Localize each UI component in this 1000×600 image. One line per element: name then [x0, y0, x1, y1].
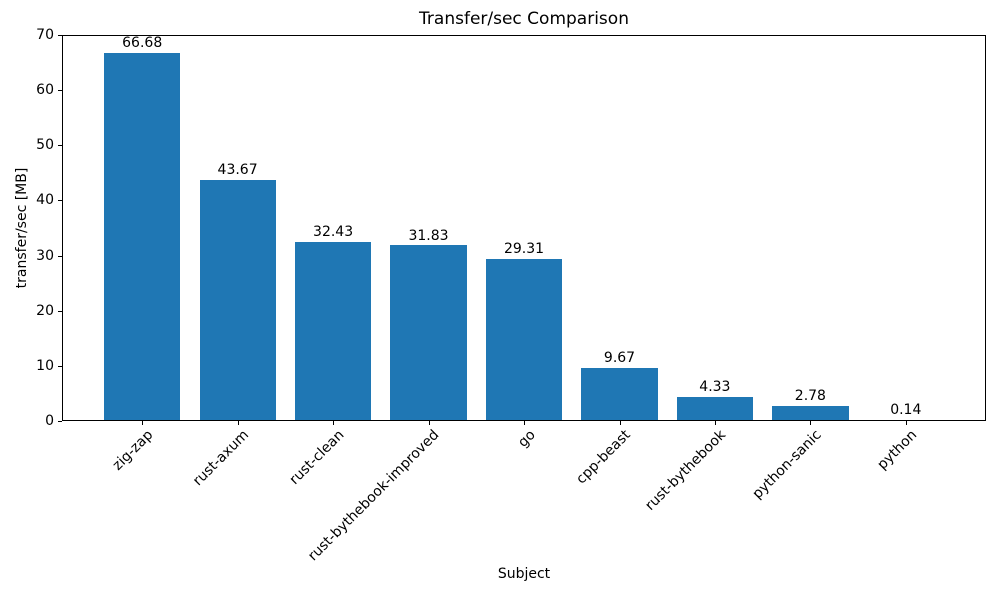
- y-tick-label: 20: [36, 302, 54, 319]
- bar-value-label: 32.43: [313, 224, 354, 241]
- x-tick-mark: [714, 421, 716, 425]
- bar-value-label: 31.83: [408, 227, 449, 244]
- x-tick-mark: [619, 421, 621, 425]
- chart-title: Transfer/sec Comparison: [419, 9, 629, 29]
- x-tick-mark: [142, 421, 144, 425]
- y-tick-mark: [58, 310, 62, 312]
- bar-go: [485, 259, 563, 421]
- y-tick-label: 10: [36, 357, 54, 374]
- bar-rust-clean: [294, 242, 372, 421]
- bar-value-label: 43.67: [217, 162, 258, 179]
- y-tick-label: 30: [36, 247, 54, 264]
- y-tick-mark: [58, 35, 62, 36]
- bar-rust-axum: [199, 180, 276, 421]
- x-tick-mark: [810, 421, 812, 425]
- x-tick-label-text: go: [514, 427, 539, 451]
- x-tick-label-text: zig-zap: [109, 427, 157, 474]
- x-tick-label-text: rust-clean: [286, 427, 348, 488]
- y-tick-mark: [58, 255, 62, 257]
- x-tick-label-text: rust-bythebook: [642, 427, 730, 514]
- y-tick-mark: [58, 200, 62, 202]
- y-axis-label: transfer/sec [MB]: [14, 167, 30, 289]
- bar-cpp-beast: [581, 368, 658, 421]
- y-tick-label: 60: [36, 82, 54, 99]
- x-tick-mark: [237, 421, 239, 425]
- x-tick-mark: [428, 421, 430, 425]
- y-tick-mark: [58, 421, 62, 422]
- x-tick-label-text: python-sanic: [749, 427, 825, 503]
- x-tick-label-text: python: [874, 427, 921, 473]
- x-tick-label-text: rust-axum: [189, 427, 252, 490]
- y-tick-label: 40: [36, 192, 54, 209]
- bar-rust-bythebook: [676, 397, 754, 421]
- bar-value-label: 0.14: [890, 402, 922, 419]
- bar-value-label: 29.31: [503, 241, 545, 258]
- bar-value-label: 66.68: [122, 35, 163, 52]
- bar-zig-zap: [104, 53, 181, 421]
- bar-python-sanic: [772, 406, 849, 421]
- bar-value-label: 4.33: [699, 379, 731, 396]
- bar-value-label: 9.67: [603, 349, 636, 366]
- x-axis-label: Subject: [497, 566, 551, 582]
- y-tick-mark: [58, 90, 62, 92]
- x-tick-label-text: cpp-beast: [573, 427, 634, 488]
- bar-rust-bythebook-improved: [390, 245, 467, 421]
- x-tick-mark: [905, 421, 907, 425]
- bar-value-label: 2.78: [794, 387, 826, 404]
- y-tick-mark: [58, 145, 62, 147]
- y-tick-label: 50: [36, 137, 54, 154]
- y-tick-mark: [58, 365, 62, 367]
- x-tick-mark: [333, 421, 335, 425]
- x-tick-mark: [524, 421, 525, 425]
- y-tick-label: 70: [36, 27, 54, 43]
- y-tick-label: 0: [45, 413, 54, 429]
